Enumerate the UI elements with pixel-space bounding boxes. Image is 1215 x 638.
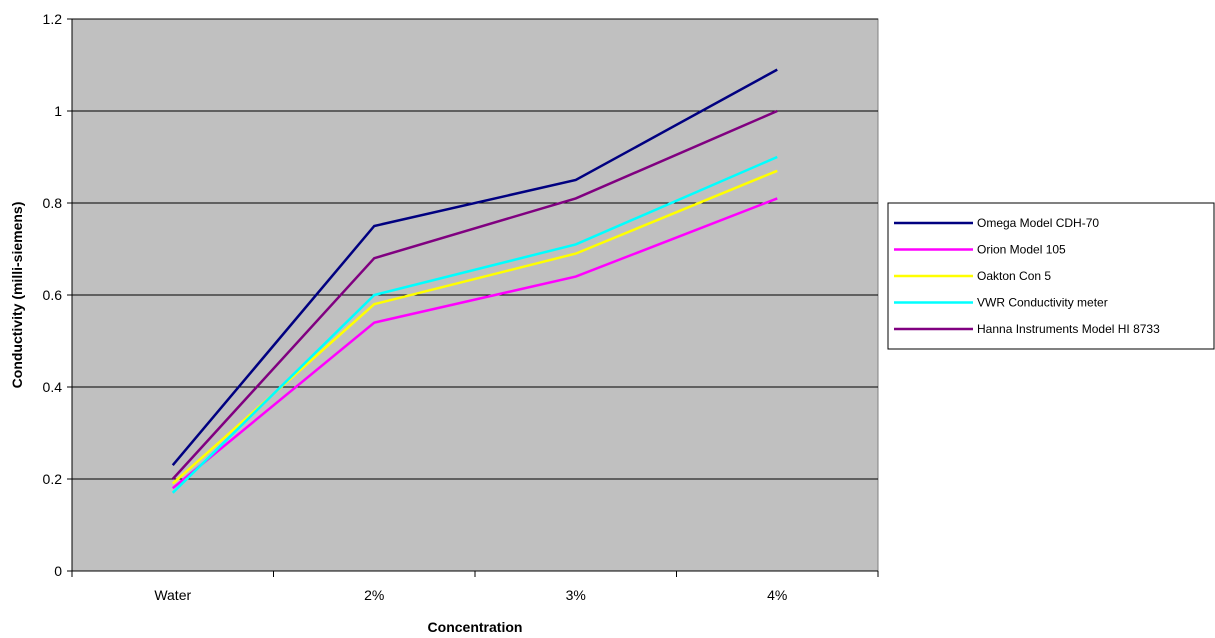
x-axis-ticks: Water 2% 3% 4% <box>71 571 879 603</box>
y-tick-label: 1.2 <box>43 11 63 27</box>
legend-label: Orion Model 105 <box>977 243 1066 257</box>
x-tick-label: 4% <box>767 587 787 603</box>
legend-label: VWR Conductivity meter <box>977 296 1108 310</box>
series-line-2 <box>171 197 778 490</box>
legend-label: Omega Model CDH-70 <box>977 216 1099 230</box>
y-tick-label: 0.6 <box>43 287 63 303</box>
series-lines <box>171 68 778 494</box>
x-tick-label: Water <box>154 587 191 603</box>
y-tick-label: 0 <box>54 563 62 579</box>
y-tick-label: 0.8 <box>43 195 63 211</box>
x-axis-title: Concentration <box>428 619 523 635</box>
series-line-5 <box>171 109 778 480</box>
series-line-1 <box>171 68 778 467</box>
series-line-4 <box>171 155 778 494</box>
legend: Omega Model CDH-70 Orion Model 105 Oakton … <box>887 202 1215 350</box>
gridlines <box>72 18 878 480</box>
x-tick-label: 2% <box>364 587 384 603</box>
legend-label: Hanna Instruments Model HI 8733 <box>977 322 1160 336</box>
y-tick-label: 0.2 <box>43 471 63 487</box>
legend-label: Oakton Con 5 <box>977 269 1051 283</box>
x-tick-label: 3% <box>566 587 586 603</box>
y-tick-label: 1 <box>54 103 62 119</box>
y-axis-title: Conductivity (milli-siemens) <box>9 202 25 389</box>
y-tick-label: 0.4 <box>43 379 63 395</box>
y-axis-ticks: 0 0.2 0.4 0.6 0.8 1 1.2 <box>43 11 72 579</box>
